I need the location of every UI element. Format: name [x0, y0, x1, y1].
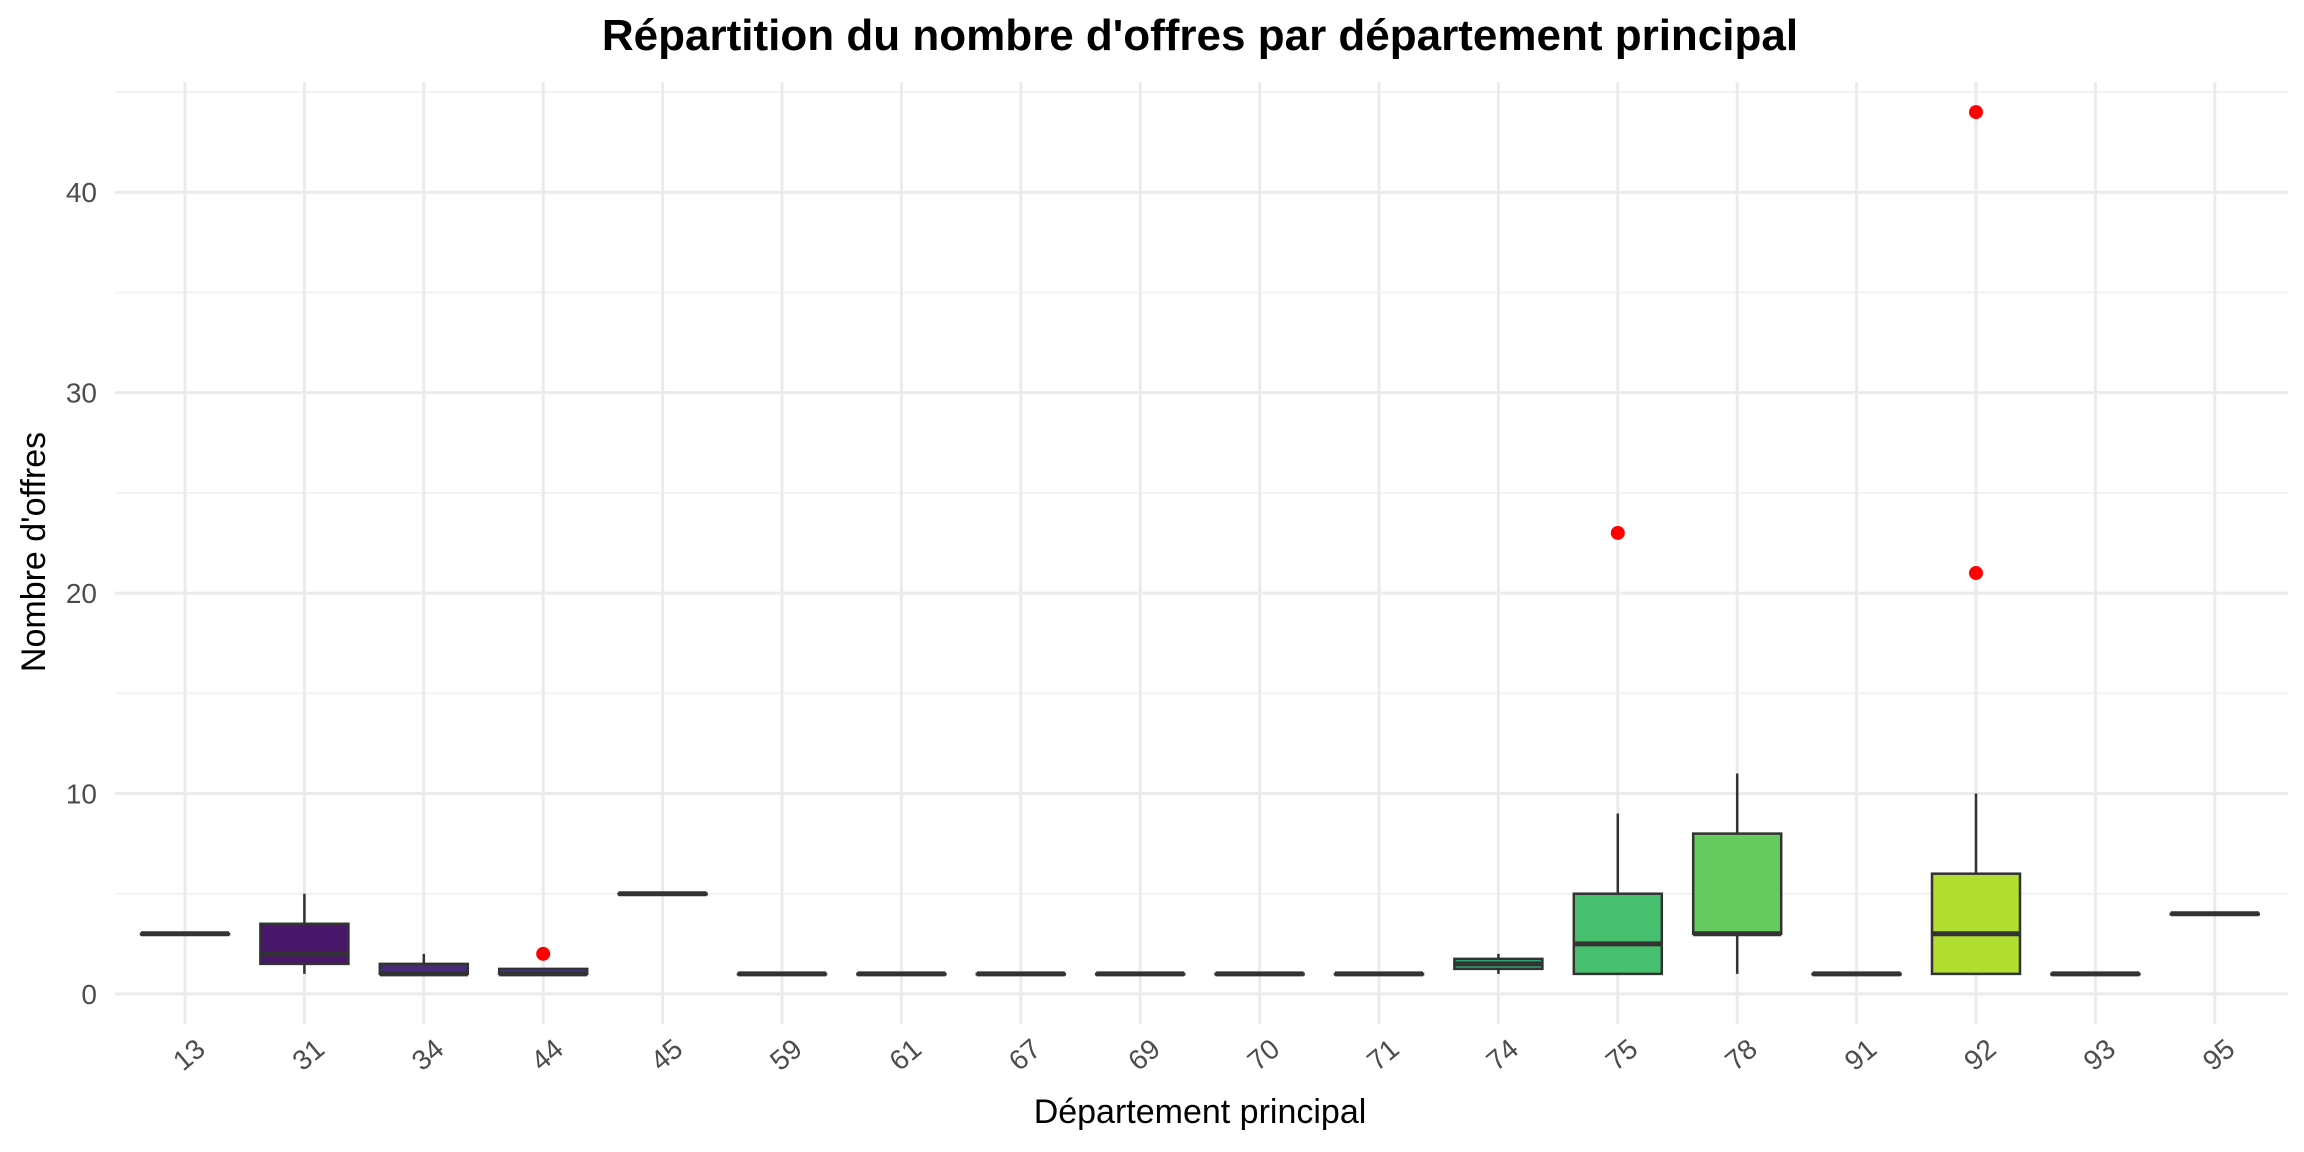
- x-tick-label: 61: [883, 1033, 927, 1077]
- box-74: [1453, 953, 1544, 974]
- outlier-point: [1969, 566, 1983, 581]
- x-tick-label: 45: [645, 1033, 689, 1077]
- box-95: [2169, 911, 2261, 917]
- box-70: [1214, 971, 1305, 977]
- x-tick-label: 91: [1839, 1033, 1883, 1077]
- box-59: [736, 971, 828, 977]
- box-61: [856, 971, 947, 977]
- box-91: [1811, 971, 1902, 977]
- box-31: [259, 893, 350, 974]
- x-tick-label: 69: [1122, 1033, 1166, 1077]
- y-tick-label: 0: [81, 979, 97, 1010]
- x-axis-title: Département principal: [1034, 1093, 1367, 1131]
- chart-title: Répartition du nombre d'offres par dépar…: [602, 11, 1798, 60]
- y-tick-label: 30: [66, 378, 97, 409]
- outlier-point: [536, 946, 551, 961]
- x-tick-label: 70: [1242, 1033, 1286, 1077]
- box-93: [2050, 971, 2141, 977]
- box-13: [139, 931, 231, 937]
- x-tick-label: 67: [1003, 1033, 1047, 1077]
- box-75: [1572, 525, 1664, 976]
- y-tick-label: 40: [66, 177, 97, 208]
- x-tick-label: 92: [1958, 1033, 2002, 1077]
- x-tick-label: 34: [406, 1033, 450, 1077]
- box-34: [378, 953, 470, 977]
- x-axis-ticks: 13 31 34 44 45 59 61 67 69 70 71 74 75 78 91 92 93 95: [167, 1033, 2241, 1077]
- x-tick-label: 31: [286, 1033, 330, 1077]
- box-67: [975, 971, 1067, 977]
- y-tick-label: 10: [66, 779, 97, 810]
- box-78: [1691, 773, 1783, 974]
- x-tick-label: 13: [167, 1033, 211, 1077]
- box-69: [1094, 971, 1186, 977]
- y-axis-title: Nombre d'offres: [15, 432, 53, 672]
- box-body: [1930, 872, 2022, 976]
- y-tick-label: 20: [66, 578, 97, 609]
- box-body: [1572, 892, 1664, 976]
- box-body: [259, 922, 350, 966]
- box-92: [1930, 105, 2022, 976]
- outlier-point: [1610, 525, 1625, 540]
- x-tick-label: 59: [764, 1033, 808, 1077]
- x-tick-label: 44: [525, 1033, 569, 1077]
- x-tick-label: 71: [1361, 1033, 1405, 1077]
- box-layer: [139, 105, 2261, 977]
- x-tick-label: 78: [1719, 1033, 1763, 1077]
- x-tick-label: 75: [1600, 1033, 1644, 1077]
- box-71: [1333, 971, 1425, 977]
- x-tick-label: 74: [1480, 1033, 1524, 1077]
- box-44: [497, 946, 589, 977]
- box-body: [1691, 832, 1783, 936]
- x-tick-label: 95: [2197, 1033, 2241, 1077]
- box-45: [617, 891, 708, 897]
- x-tick-label: 93: [2077, 1033, 2121, 1077]
- y-axis-ticks: 0 10 20 30 40: [66, 177, 97, 1010]
- outlier-point: [1969, 105, 1983, 120]
